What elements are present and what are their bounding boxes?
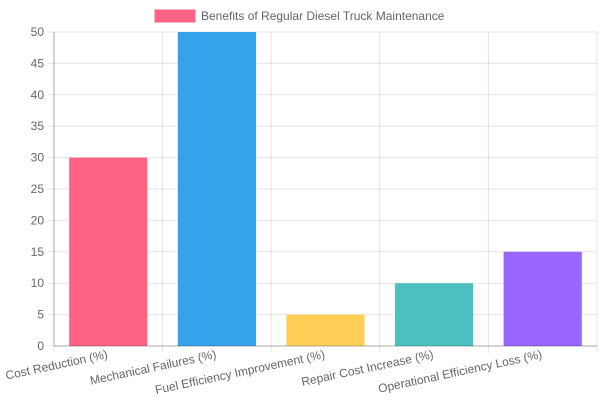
legend-label: Benefits of Regular Diesel Truck Mainten… [201,9,445,23]
y-tick-label: 15 [31,245,45,259]
y-tick-label: 0 [37,339,44,353]
legend-swatch [154,9,196,23]
y-tick-label: 20 [31,213,45,227]
y-tick-label: 5 [37,308,44,322]
legend[interactable]: Benefits of Regular Diesel Truck Mainten… [154,9,445,23]
bar-4[interactable] [503,251,582,346]
y-tick-label: 10 [31,276,45,290]
bar-2[interactable] [286,314,365,346]
axes [53,32,597,347]
y-tick-label: 45 [31,56,45,70]
bars [69,32,582,346]
y-tick-label: 30 [31,151,45,165]
bar-3[interactable] [395,283,474,346]
bar-1[interactable] [177,32,256,346]
y-tick-label: 25 [31,182,45,196]
y-tick-label: 50 [31,25,45,39]
y-tick-label: 35 [31,119,45,133]
y-tick-label: 40 [31,88,45,102]
bar-0[interactable] [69,157,148,346]
